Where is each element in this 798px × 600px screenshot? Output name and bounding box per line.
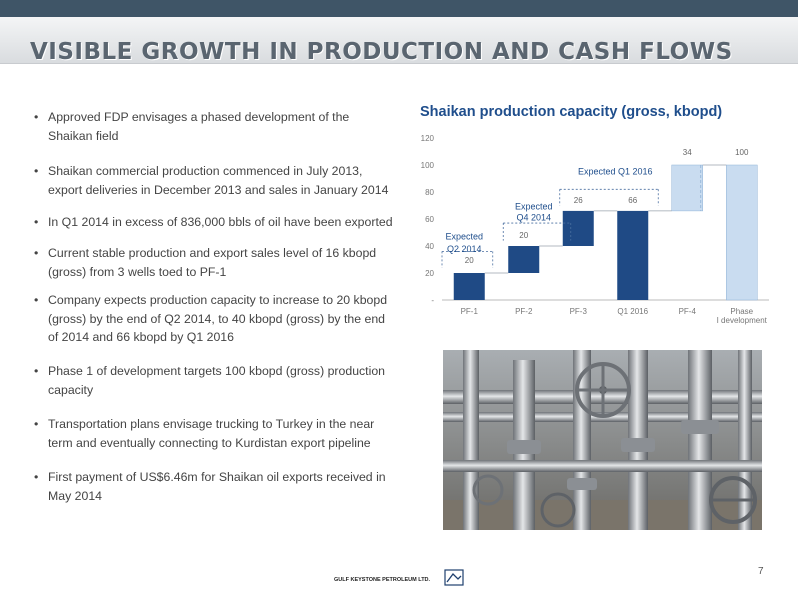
annotation-text: Q2 2014 — [447, 244, 482, 254]
bullet-item: • Phase 1 of development targets 100 kbop… — [34, 364, 386, 397]
x-tick-label: Q1 2016 — [617, 307, 648, 316]
bullet-item: • In Q1 2014 in excess of 836,000 bbls of… — [34, 215, 393, 229]
y-tick-label: 40 — [425, 242, 434, 251]
x-tick-label: PF-2 — [515, 307, 533, 316]
data-label: 26 — [574, 196, 583, 205]
chart-title: Shaikan production capacity (gross, kbop… — [420, 104, 723, 120]
bullet-text: Phase 1 of development targets 100 kbopd… — [48, 364, 386, 397]
data-label: 34 — [683, 148, 692, 157]
oil-facility-photo — [443, 350, 762, 530]
y-tick-label: 100 — [421, 161, 435, 170]
production-capacity-chart: - 20 40 60 80 100 120 20 PF-1 20 PF-2 26 PF-3 66 Q1 20… — [421, 134, 769, 325]
x-tick-label: I development — [717, 316, 768, 325]
x-tick-label: PF-3 — [570, 307, 588, 316]
chart-bar — [726, 164, 758, 301]
annotation-text: Q4 2014 — [516, 212, 551, 222]
bullet-item: • Company expects production capacity to … — [34, 293, 388, 344]
page-title: VISIBLE GROWTH IN PRODUCTION AND CASH FL… — [30, 39, 733, 65]
bullet-item: • Shaikan commercial production commenced… — [34, 164, 389, 197]
bullet-text: Shaikan commercial production commenced … — [48, 164, 389, 197]
bullet-text: Transportation plans envisage trucking t… — [48, 417, 375, 450]
y-tick-label: 80 — [425, 188, 434, 197]
data-label: 100 — [735, 148, 749, 157]
data-label: 20 — [519, 231, 528, 240]
annotation-text: Expected Q1 2016 — [578, 166, 653, 176]
bullet-item: • Approved FDP envisages a phased develop… — [34, 110, 350, 143]
bullet-text: Current stable production and export sal… — [48, 246, 377, 279]
title-bar: VISIBLE GROWTH IN PRODUCTION AND CASH FL… — [0, 17, 798, 65]
page-number: 7 — [758, 566, 764, 577]
data-label: 20 — [465, 256, 474, 265]
x-tick-label: PF-1 — [461, 307, 479, 316]
bullet-item: • Transportation plans envisage trucking … — [34, 417, 375, 450]
top-band — [0, 0, 798, 17]
y-tick-label: 20 — [425, 269, 434, 278]
x-tick-label: Phase — [730, 307, 753, 316]
bullet-text: First payment of US$6.46m for Shaikan oi… — [48, 470, 386, 503]
annotation-text: Expected — [445, 231, 483, 241]
annotation-text: Expected — [515, 202, 553, 212]
y-tick-label: 120 — [421, 134, 435, 143]
bullet-text: In Q1 2014 in excess of 836,000 bbls of … — [48, 215, 393, 229]
chart-bar — [453, 273, 485, 300]
data-label: 66 — [628, 196, 637, 205]
y-tick-label: 60 — [425, 215, 434, 224]
bullet-text: Approved FDP envisages a phased developm… — [48, 110, 350, 143]
chart-bar — [508, 246, 540, 273]
bullet-item: • Current stable production and export sa… — [34, 246, 377, 279]
bullet-text: Company expects production capacity to i… — [48, 293, 388, 344]
y-tick-label: - — [431, 296, 434, 305]
company-logo: GULF KEYSTONE PETROLEUM LTD. — [334, 569, 464, 586]
chart-bar — [562, 210, 594, 246]
bullet-item: • First payment of US$6.46m for Shaikan o… — [34, 470, 386, 503]
chart-bar — [671, 164, 703, 212]
chart-bar — [617, 210, 649, 300]
x-tick-label: PF-4 — [679, 307, 697, 316]
company-logo-text: GULF KEYSTONE PETROLEUM LTD. — [334, 577, 431, 583]
